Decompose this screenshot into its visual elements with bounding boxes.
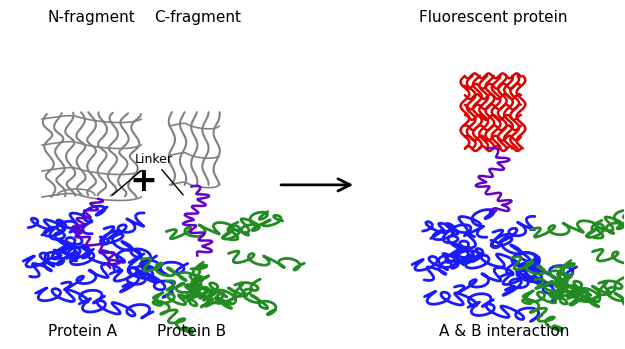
- Text: C-fragment: C-fragment: [154, 10, 241, 25]
- Text: Protein B: Protein B: [157, 324, 226, 339]
- Text: +: +: [129, 165, 158, 198]
- Text: A & B interaction: A & B interaction: [439, 324, 569, 339]
- FancyArrowPatch shape: [281, 179, 350, 191]
- Text: Linker: Linker: [112, 153, 173, 195]
- Text: N-fragment: N-fragment: [48, 10, 136, 25]
- Text: Protein A: Protein A: [48, 324, 117, 339]
- Text: Fluorescent protein: Fluorescent protein: [419, 10, 568, 25]
